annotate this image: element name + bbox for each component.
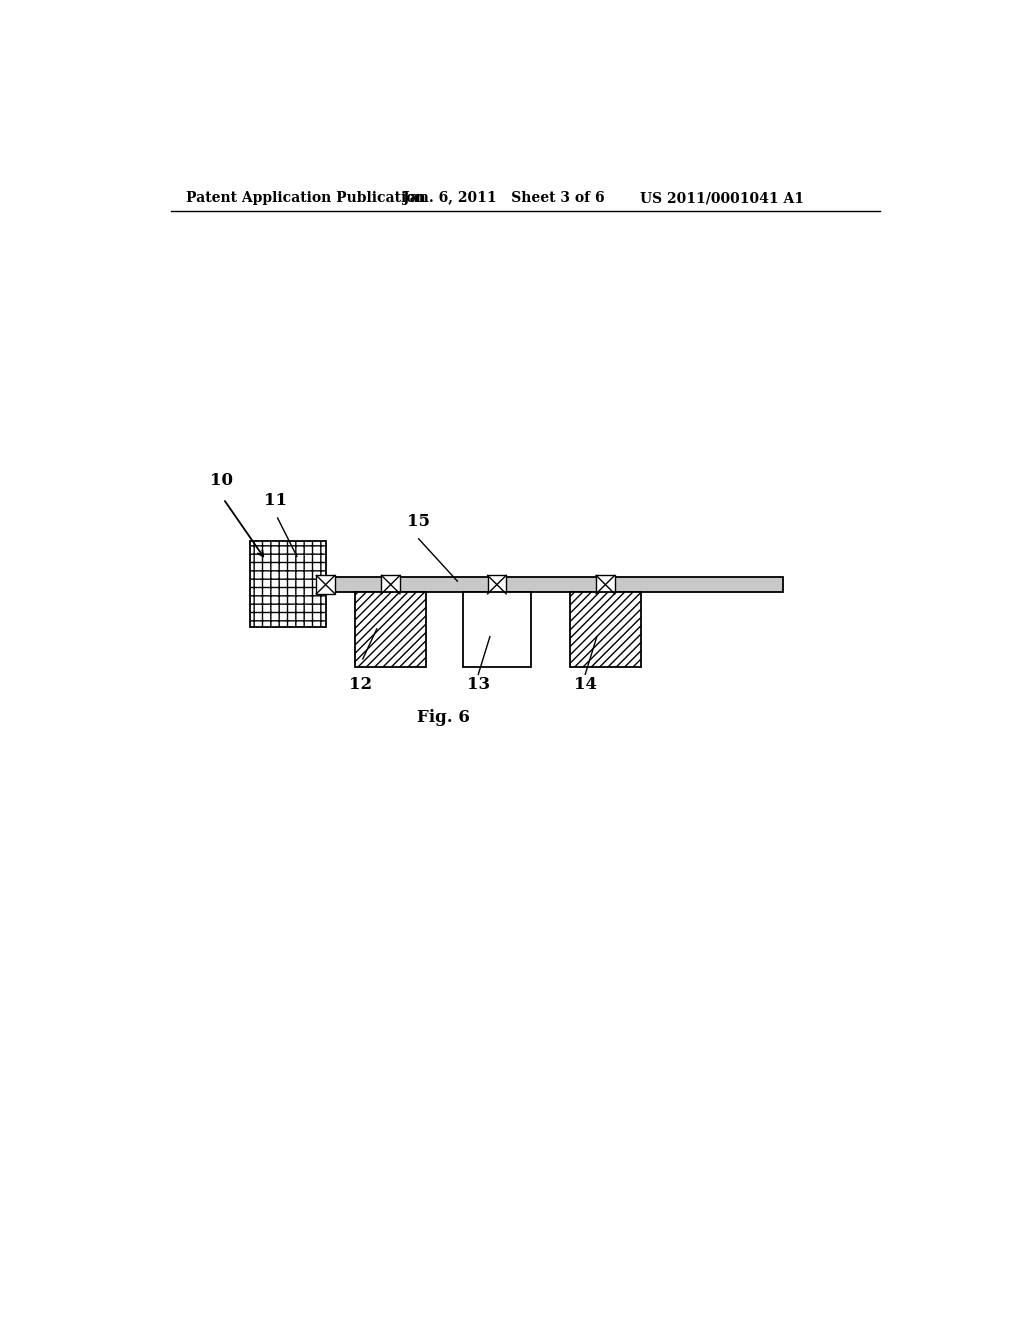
Text: 12: 12 <box>349 676 372 693</box>
Text: 13: 13 <box>467 676 489 693</box>
Bar <box>596 576 614 594</box>
Text: 10: 10 <box>210 471 233 488</box>
Bar <box>487 576 506 594</box>
Bar <box>463 591 531 667</box>
Text: 15: 15 <box>407 512 430 529</box>
Bar <box>316 576 335 594</box>
Text: Patent Application Publication: Patent Application Publication <box>186 191 426 206</box>
Bar <box>326 577 783 591</box>
Bar <box>355 591 426 667</box>
Bar <box>381 576 400 594</box>
Bar <box>569 591 641 667</box>
Text: 14: 14 <box>573 676 597 693</box>
Text: Jan. 6, 2011   Sheet 3 of 6: Jan. 6, 2011 Sheet 3 of 6 <box>403 191 605 206</box>
Text: US 2011/0001041 A1: US 2011/0001041 A1 <box>640 191 804 206</box>
Text: Fig. 6: Fig. 6 <box>417 709 469 726</box>
Bar <box>251 541 326 627</box>
Text: 11: 11 <box>264 492 288 508</box>
